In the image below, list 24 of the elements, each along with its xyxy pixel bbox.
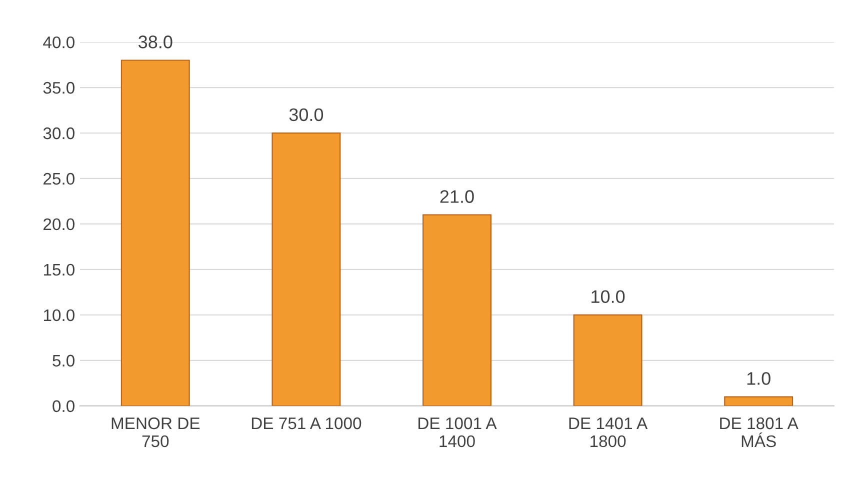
x-tick-label: MENOR DE 750 — [112, 417, 200, 448]
bar — [422, 214, 492, 406]
x-tick-label: DE 1801 A MÁS — [720, 417, 798, 448]
y-tick-label: 5.0 — [52, 354, 74, 367]
bar — [573, 314, 642, 406]
bar — [724, 396, 794, 406]
x-tick-label: DE 1401 A 1800 — [569, 417, 648, 448]
data-label: 38.0 — [138, 36, 172, 48]
y-tick-label: 35.0 — [43, 82, 74, 94]
data-label: 10.0 — [592, 290, 625, 304]
y-tick-label: 0.0 — [52, 400, 74, 412]
y-tick-label: 10.0 — [44, 309, 74, 322]
x-tick-label: DE 751 A 1000 — [252, 417, 362, 430]
y-tick-label: 15.0 — [44, 264, 74, 276]
data-label: 30.0 — [289, 108, 324, 122]
bar — [120, 60, 190, 406]
y-tick-label: 30.0 — [43, 127, 74, 140]
y-tick-label: 25.0 — [44, 172, 74, 185]
bar — [272, 132, 341, 406]
data-label: 21.0 — [440, 190, 474, 203]
data-label: 1.0 — [747, 372, 770, 385]
y-tick-label: 20.0 — [44, 218, 74, 230]
y-tick-label: 40.0 — [43, 36, 74, 48]
x-tick-label: DE 1001 A 1400 — [418, 417, 497, 448]
